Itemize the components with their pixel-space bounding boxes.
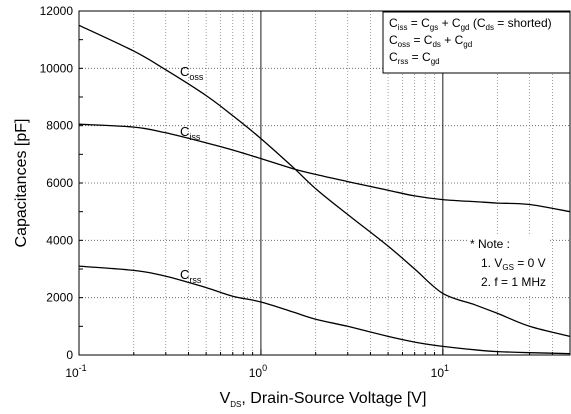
y-tick-labels: 0 2000 4000 6000 8000 10000 12000 — [40, 4, 74, 362]
note-item-1: 1. VGS = 0 V — [481, 256, 546, 272]
y-tick-label: 8000 — [46, 119, 73, 133]
series-line-ciss — [78, 123, 571, 213]
series-line-coss — [78, 24, 571, 338]
curve-label-ciss: Ciss — [180, 124, 201, 142]
x-tick-label: 101 — [431, 363, 449, 380]
note-title: * Note : — [470, 237, 510, 251]
y-tick-label: 4000 — [46, 233, 73, 247]
y-axis-title: Capacitances [pF] — [13, 119, 30, 248]
legend-box — [382, 11, 571, 74]
y-tick-label: 12000 — [40, 4, 74, 18]
y-tick-label: 6000 — [46, 176, 73, 190]
y-tick-label: 0 — [66, 348, 73, 362]
legend-line: Crss = Cgd — [389, 50, 440, 66]
note-box: * Note : 1. VGS = 0 V 2. f = 1 MHz — [468, 236, 548, 296]
x-axis-title: VDS, Drain-Source Voltage [V] — [220, 390, 427, 409]
y-tick-label: 2000 — [46, 291, 73, 305]
legend: Ciss = Cgs + Cgd (Cds = shorted)Coss = C… — [382, 11, 571, 74]
series-line-crss — [78, 265, 571, 355]
curve-labels: Coss Ciss Crss — [180, 64, 204, 285]
plot-frame — [78, 10, 571, 356]
curve-label-coss: Coss — [180, 64, 204, 82]
curve-label-crss: Crss — [180, 267, 202, 285]
x-tick-label: 10-1 — [65, 363, 86, 380]
series-curves — [78, 24, 571, 355]
legend-line: Coss = Cds + Cgd — [389, 33, 472, 49]
legend-line: Ciss = Cgs + Cgd (Cds = shorted) — [389, 16, 552, 32]
x-tick-label: 100 — [249, 363, 267, 380]
note-item-2: 2. f = 1 MHz — [481, 275, 546, 289]
y-tick-label: 10000 — [40, 61, 74, 75]
x-tick-labels: 10-1 100 101 — [65, 363, 449, 380]
